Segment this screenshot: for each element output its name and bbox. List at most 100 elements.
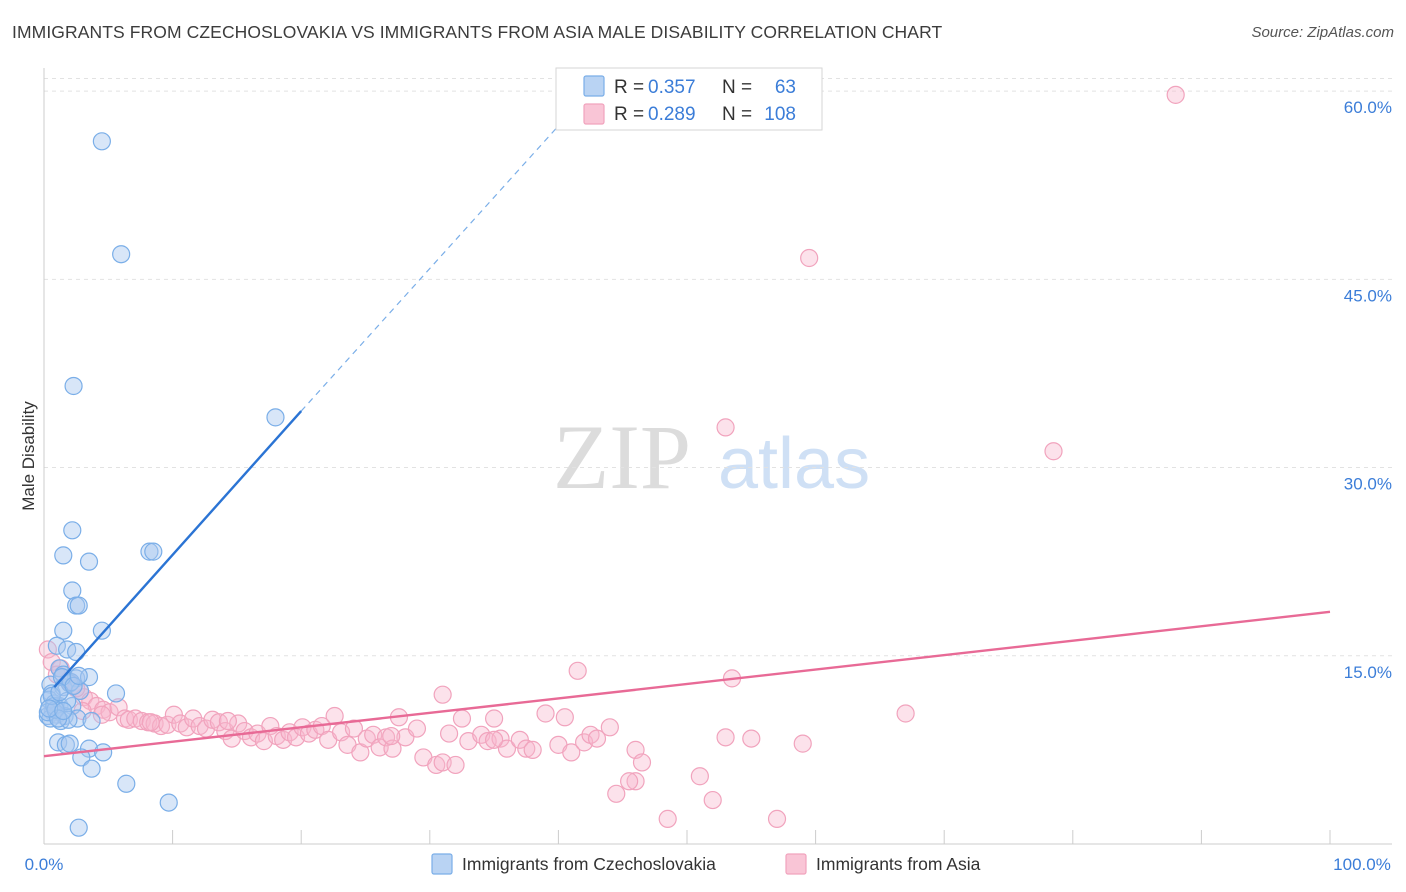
y-tick-label: 60.0% bbox=[1344, 98, 1392, 117]
data-point bbox=[896, 704, 915, 723]
data-point bbox=[64, 676, 83, 695]
data-point bbox=[742, 729, 761, 748]
data-point bbox=[658, 809, 677, 829]
stats-box: R = 0.357 N = 63 R = 0.289 N = 108 bbox=[555, 67, 823, 131]
data-point bbox=[1044, 442, 1063, 461]
data-point bbox=[703, 790, 722, 810]
data-point bbox=[485, 709, 504, 728]
data-point bbox=[446, 755, 465, 775]
data-point bbox=[1166, 85, 1185, 104]
data-point bbox=[523, 740, 542, 759]
data-point bbox=[266, 408, 285, 427]
data-point bbox=[141, 713, 160, 732]
stats-n-label-czechoslovakia: N = bbox=[722, 77, 752, 98]
stats-r-label-asia: R = bbox=[614, 104, 644, 125]
data-point bbox=[497, 739, 517, 758]
data-point bbox=[370, 738, 389, 757]
data-point bbox=[184, 709, 203, 728]
data-point bbox=[716, 418, 735, 437]
stats-swatch-czechoslovakia bbox=[583, 75, 605, 97]
data-point bbox=[69, 818, 88, 837]
data-point bbox=[439, 724, 459, 743]
legend-swatch-asia bbox=[785, 853, 807, 875]
trend-line-czechoslovakia-extension bbox=[300, 96, 585, 412]
data-point bbox=[140, 542, 159, 561]
data-point bbox=[144, 542, 163, 561]
data-point bbox=[536, 704, 555, 723]
watermark-atlas: atlas bbox=[718, 424, 870, 504]
stats-r-value-czechoslovakia: 0.357 bbox=[648, 77, 696, 98]
watermark: ZIP atlas bbox=[553, 406, 870, 508]
legend-label-asia: Immigrants from Asia bbox=[816, 854, 981, 874]
stats-swatch-asia bbox=[583, 103, 605, 125]
data-point bbox=[82, 711, 101, 731]
data-point bbox=[344, 719, 364, 738]
legend: Immigrants from Czechoslovakia Immigrant… bbox=[431, 853, 981, 875]
data-point bbox=[793, 734, 812, 753]
data-point bbox=[54, 621, 73, 640]
data-point bbox=[151, 716, 171, 736]
data-point bbox=[112, 245, 131, 264]
x-tick-label-min: 0.0% bbox=[25, 855, 64, 874]
legend-label-czechoslovakia: Immigrants from Czechoslovakia bbox=[462, 854, 716, 874]
data-point bbox=[159, 793, 178, 812]
data-point bbox=[632, 753, 652, 772]
data-point bbox=[587, 729, 607, 748]
y-tick-label: 45.0% bbox=[1344, 286, 1392, 305]
data-point bbox=[716, 728, 735, 747]
data-point bbox=[218, 711, 237, 731]
data-point bbox=[94, 743, 113, 762]
data-point bbox=[620, 772, 639, 791]
data-point bbox=[63, 581, 82, 600]
data-point bbox=[562, 743, 581, 762]
stats-r-label-czechoslovakia: R = bbox=[614, 77, 644, 98]
data-point bbox=[92, 705, 111, 724]
stats-n-value-czechoslovakia: 63 bbox=[775, 77, 796, 98]
data-point bbox=[607, 784, 626, 803]
y-tick-label: 15.0% bbox=[1344, 663, 1392, 682]
data-point bbox=[626, 772, 645, 791]
legend-swatch-czechoslovakia bbox=[431, 853, 453, 875]
data-point bbox=[485, 730, 504, 749]
stats-n-label-asia: N = bbox=[722, 104, 752, 125]
trend-line-asia bbox=[43, 610, 1331, 758]
data-point bbox=[69, 666, 88, 685]
data-point bbox=[63, 521, 82, 540]
data-point bbox=[452, 709, 472, 728]
data-point bbox=[79, 552, 99, 571]
trend-line-czechoslovakia bbox=[53, 410, 303, 688]
y-axis-label: Male Disability bbox=[19, 401, 38, 511]
x-tick-label-max: 100.0% bbox=[1333, 855, 1391, 874]
grid-lines bbox=[44, 78, 1392, 657]
data-point bbox=[69, 596, 88, 615]
data-point bbox=[92, 621, 111, 640]
data-point bbox=[47, 636, 66, 655]
stats-r-value-asia: 0.289 bbox=[648, 104, 696, 125]
data-point bbox=[109, 698, 128, 717]
data-point bbox=[491, 729, 510, 748]
y-tick-label: 30.0% bbox=[1344, 475, 1392, 494]
data-point bbox=[106, 684, 126, 703]
data-point bbox=[40, 699, 59, 718]
stats-n-value-asia: 108 bbox=[764, 104, 796, 125]
data-point bbox=[555, 708, 574, 727]
data-point bbox=[433, 685, 452, 704]
data-point bbox=[407, 719, 427, 738]
data-point bbox=[54, 546, 73, 565]
data-point bbox=[82, 759, 101, 778]
watermark-zip: ZIP bbox=[553, 406, 691, 508]
data-point bbox=[568, 661, 587, 680]
data-point bbox=[517, 739, 536, 758]
series-czechoslovakia-points bbox=[38, 132, 285, 837]
data-point bbox=[119, 710, 138, 729]
data-point bbox=[117, 774, 136, 793]
data-point bbox=[690, 767, 709, 786]
data-point bbox=[60, 734, 79, 753]
data-point bbox=[382, 726, 401, 746]
data-point bbox=[767, 809, 787, 829]
x-axis-tick-labels: 0.0% 100.0% bbox=[25, 855, 1391, 874]
data-point bbox=[800, 248, 819, 268]
data-point bbox=[54, 701, 73, 721]
source-credit: Source: ZipAtlas.com bbox=[1251, 24, 1394, 41]
